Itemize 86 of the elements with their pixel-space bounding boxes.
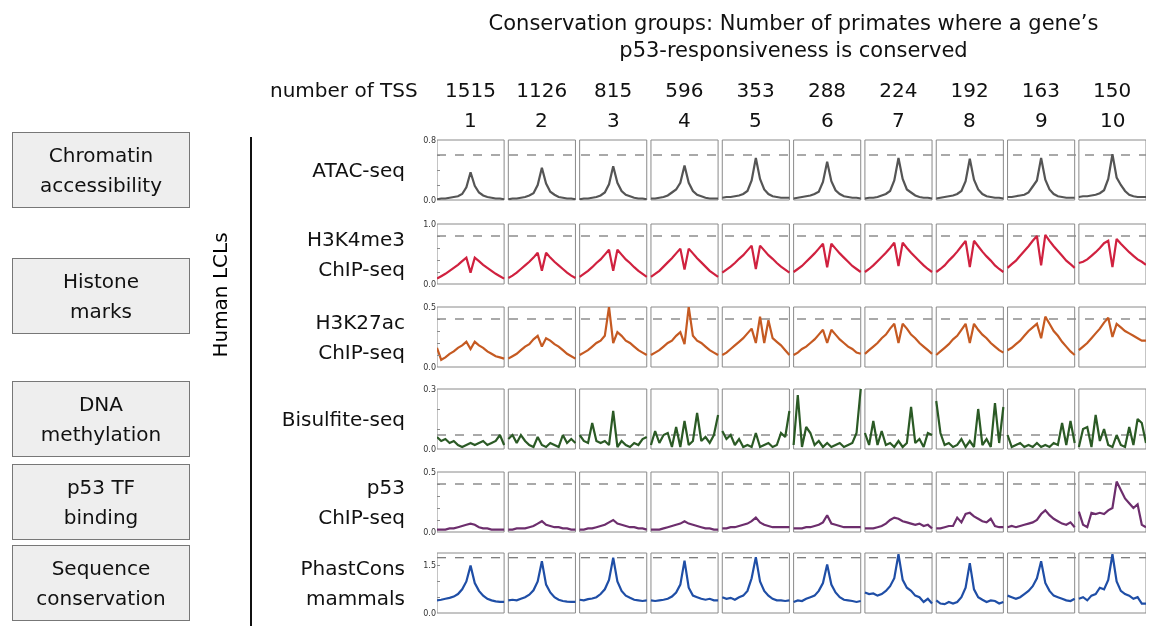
y-tick-label: 0.3	[423, 384, 436, 394]
line-series	[863, 516, 934, 530]
line-series	[437, 256, 506, 280]
y-axis-title: ATAC-seq	[312, 157, 405, 184]
text: 1126	[515, 78, 569, 102]
text: 150	[1092, 78, 1133, 102]
line-series	[507, 251, 577, 280]
line-series	[721, 556, 791, 603]
line-series	[507, 433, 577, 449]
line-series	[1006, 560, 1076, 603]
y-tick-label: 0.5	[423, 467, 436, 477]
y-tick-label: 1.5	[423, 561, 436, 571]
label-box: p53 TF binding	[12, 464, 190, 540]
line-series	[649, 164, 720, 200]
y-tick-label: 0.0	[423, 608, 436, 618]
line-series	[1077, 480, 1146, 529]
text: 1	[464, 108, 477, 132]
line-series	[1077, 316, 1146, 352]
y-tick-label: 0.8	[423, 135, 436, 145]
line-series	[578, 307, 648, 357]
text: 815	[593, 78, 634, 102]
line-series	[935, 239, 1005, 274]
line-series	[935, 562, 1005, 606]
text: Conservation groups: Number of primates where a gene’s p53-responsiveness is conserved	[487, 10, 1100, 64]
line-series	[649, 559, 720, 603]
y-tick-label: 0.0	[423, 279, 436, 289]
text: number of TSS	[270, 78, 418, 102]
label-box: Sequence conservation	[12, 545, 190, 621]
series-label: 5	[749, 108, 762, 132]
series-label: 6	[821, 108, 834, 132]
line-series	[792, 563, 862, 604]
y-axis-title: Bisulfite-seq	[281, 406, 405, 433]
y-tick-label: 1.0	[423, 219, 436, 229]
text: 163	[1020, 78, 1061, 102]
y-tick-label: 0.0	[423, 527, 436, 537]
line-series	[1077, 553, 1146, 605]
y-tick-label: 0.0	[423, 444, 436, 454]
text: 288	[806, 78, 848, 102]
series-label: 2	[535, 108, 548, 132]
line-series	[578, 248, 648, 278]
text: 596	[664, 78, 705, 102]
line-series	[437, 433, 506, 449]
y-tick-label: 0.0	[423, 362, 436, 372]
line-series	[935, 157, 1005, 200]
series-label: 10	[1100, 108, 1126, 132]
series-label: 9	[1035, 108, 1048, 132]
text: 192	[949, 78, 990, 102]
line-series	[1006, 233, 1076, 269]
line-series	[1077, 237, 1146, 269]
text: 224	[878, 78, 919, 102]
series-label: 7	[892, 108, 905, 132]
line-series	[507, 560, 577, 604]
line-series	[578, 409, 648, 449]
y-axis-title: H3K4me3 ChIP-seq	[306, 226, 405, 283]
line-series	[649, 520, 720, 531]
line-series	[1006, 315, 1076, 357]
line-series	[721, 409, 791, 449]
series-label: 3	[607, 108, 620, 132]
line-series	[863, 553, 934, 605]
y-axis-title: p53 ChIP-seq	[318, 474, 405, 531]
label-box: Chromatin accessibility	[12, 132, 190, 208]
text: 1515	[444, 78, 497, 102]
line-series	[792, 514, 862, 530]
y-axis-title: H3K27ac ChIP-seq	[315, 309, 405, 366]
series-label: 8	[963, 108, 976, 132]
text: 353	[735, 78, 776, 102]
text: Human LCLs	[208, 231, 232, 360]
y-axis-title: PhastCons mammals	[300, 555, 405, 612]
line-series	[935, 322, 1005, 357]
y-tick-label: 0.0	[423, 195, 436, 205]
line-series	[1006, 156, 1076, 199]
series-label: 4	[678, 108, 691, 132]
line-series	[1006, 419, 1076, 449]
label-box: Histone marks	[12, 257, 190, 334]
line-series	[649, 247, 720, 278]
y-tick-label: 0.5	[423, 302, 436, 312]
line-series	[721, 516, 791, 530]
line-series	[437, 564, 506, 604]
line-series	[721, 244, 791, 274]
label-box: DNA methylation	[12, 381, 190, 457]
line-series	[863, 405, 934, 449]
line-series	[1077, 413, 1146, 449]
line-series	[935, 399, 1005, 449]
line-series	[649, 411, 720, 449]
line-series	[721, 156, 791, 199]
line-series	[578, 556, 648, 603]
